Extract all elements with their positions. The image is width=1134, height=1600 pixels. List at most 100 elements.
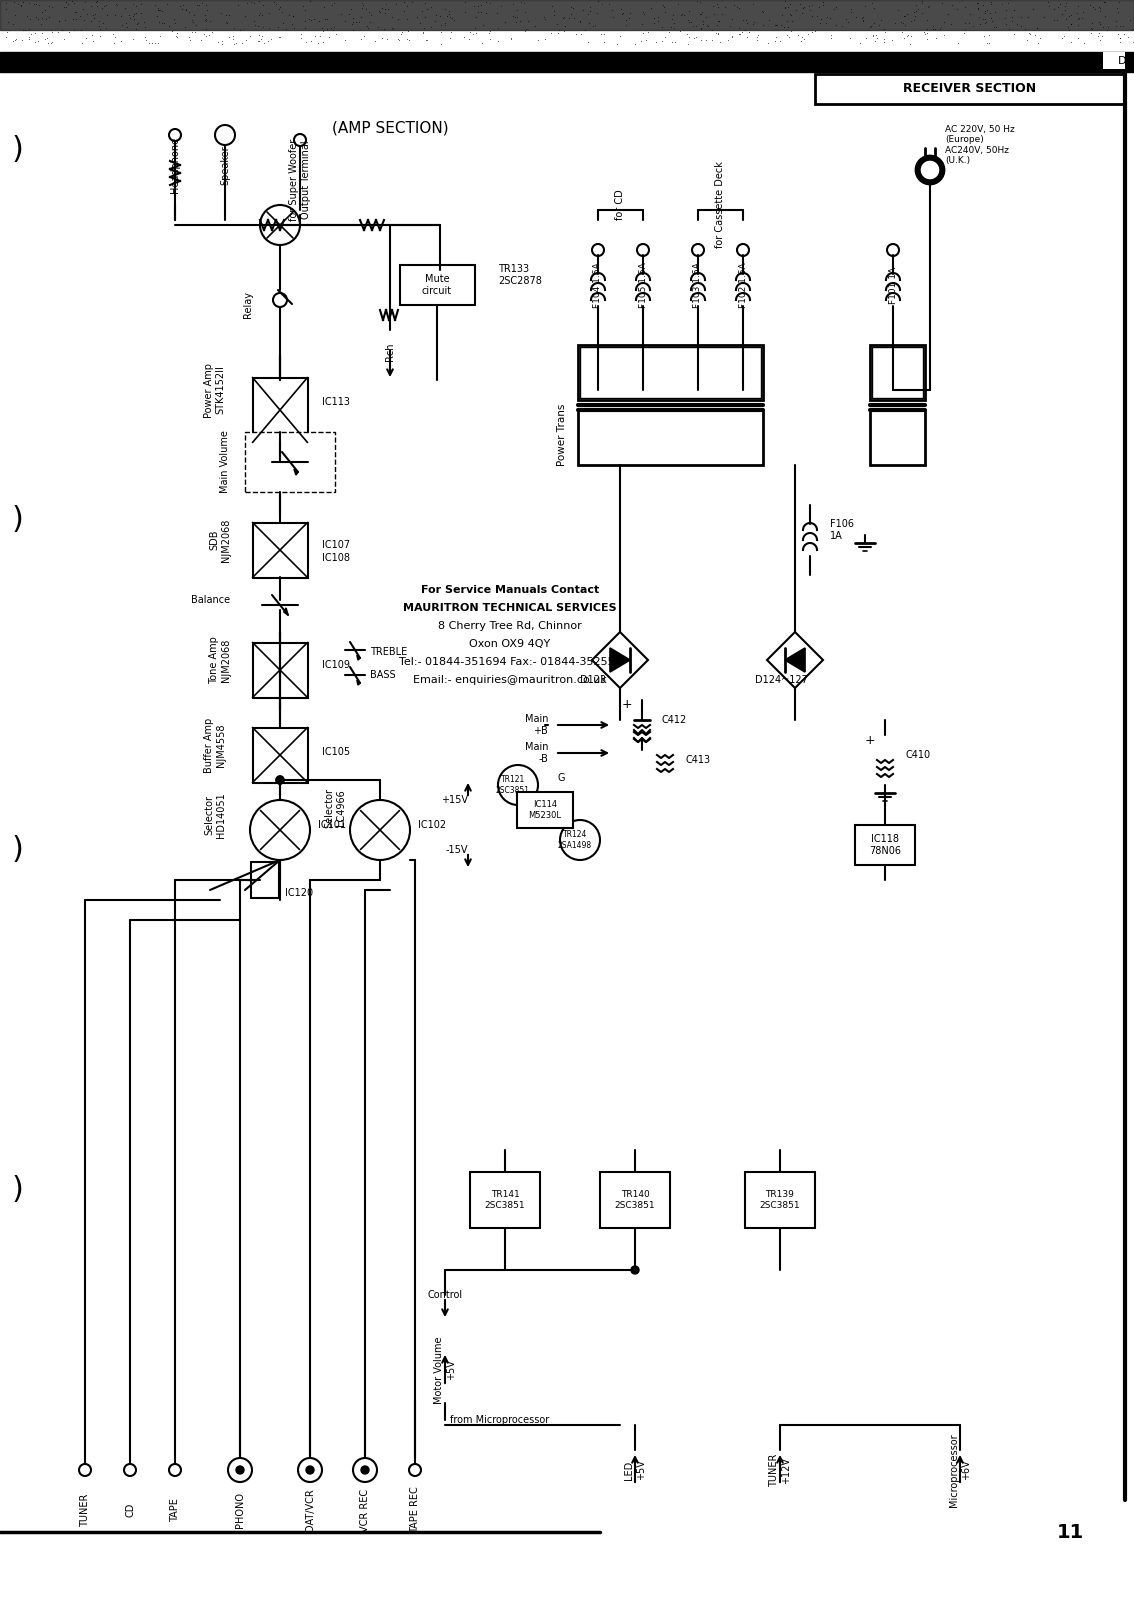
Polygon shape: [767, 632, 823, 688]
Bar: [469, 1171, 540, 1229]
Text: IC102: IC102: [418, 819, 446, 830]
Text: MAURITRON TECHNICAL SERVICES: MAURITRON TECHNICAL SERVICES: [404, 603, 617, 613]
Text: TR121
2SC3851: TR121 2SC3851: [496, 776, 530, 795]
Text: Headphone: Headphone: [170, 138, 180, 194]
Bar: [253, 378, 307, 443]
Circle shape: [361, 1466, 369, 1474]
Text: For Service Manuals Contact: For Service Manuals Contact: [421, 586, 599, 595]
Text: Selector
LC4966: Selector LC4966: [324, 787, 346, 829]
Text: TR140
2SC3851: TR140 2SC3851: [615, 1190, 655, 1210]
Text: IC120: IC120: [285, 888, 313, 898]
Circle shape: [228, 1458, 252, 1482]
Circle shape: [916, 157, 943, 184]
Text: ): ): [12, 506, 24, 534]
Text: IC109: IC109: [322, 659, 350, 670]
Bar: [870, 346, 925, 400]
Text: BASS: BASS: [370, 670, 396, 680]
Text: IC108: IC108: [322, 554, 350, 563]
Circle shape: [353, 1458, 376, 1482]
Text: Tel:- 01844-351694 Fax:- 01844-352554: Tel:- 01844-351694 Fax:- 01844-352554: [399, 658, 621, 667]
Text: SDB
NJM2068: SDB NJM2068: [209, 518, 231, 562]
Text: F103 1.6A: F103 1.6A: [694, 262, 702, 307]
Circle shape: [79, 1464, 91, 1475]
Polygon shape: [357, 680, 359, 685]
Polygon shape: [785, 648, 805, 672]
Bar: [870, 410, 925, 466]
Text: RECEIVER SECTION: RECEIVER SECTION: [904, 83, 1036, 96]
Text: F105 1.6A: F105 1.6A: [638, 262, 648, 307]
Text: TR141
2SC3851: TR141 2SC3851: [484, 1190, 525, 1210]
Text: Power Amp
STK4152II: Power Amp STK4152II: [204, 363, 226, 418]
Circle shape: [276, 776, 284, 784]
Text: Balance: Balance: [191, 595, 230, 605]
Text: TR124
2SA1498: TR124 2SA1498: [558, 830, 592, 850]
Polygon shape: [357, 654, 359, 659]
Polygon shape: [253, 864, 277, 896]
Text: Buffer Amp
NJM4558: Buffer Amp NJM4558: [204, 717, 226, 773]
Text: from Microprocessor: from Microprocessor: [450, 1414, 549, 1426]
Text: Motor Volume
+5V: Motor Volume +5V: [434, 1336, 456, 1403]
Text: AC 220V, 50 Hz
(Europe)
AC240V, 50Hz
(U.K.): AC 220V, 50 Hz (Europe) AC240V, 50Hz (U.…: [945, 125, 1015, 165]
Circle shape: [260, 205, 301, 245]
Text: F106
1A: F106 1A: [830, 518, 854, 541]
Text: -15V: -15V: [446, 845, 468, 854]
Text: CD: CD: [125, 1502, 135, 1517]
Circle shape: [298, 1458, 322, 1482]
Text: C410: C410: [905, 750, 930, 760]
Text: C413: C413: [685, 755, 710, 765]
Text: Tone Amp
NJM2068: Tone Amp NJM2068: [209, 637, 231, 683]
Circle shape: [592, 243, 604, 256]
Bar: [578, 410, 763, 466]
Circle shape: [306, 1466, 314, 1474]
Bar: [245, 432, 335, 493]
Bar: [815, 74, 1125, 104]
Circle shape: [124, 1464, 136, 1475]
Text: VCR REC: VCR REC: [359, 1488, 370, 1531]
Text: for CD: for CD: [615, 190, 625, 221]
Text: D-: D-: [1118, 56, 1131, 66]
Text: F102 1.6A: F102 1.6A: [738, 262, 747, 307]
Text: F101 1A: F101 1A: [889, 267, 897, 304]
Text: Control: Control: [428, 1290, 463, 1299]
Text: IC107: IC107: [322, 541, 350, 550]
Text: Rch: Rch: [386, 342, 395, 362]
Text: D124~127: D124~127: [755, 675, 807, 685]
Bar: [578, 346, 763, 400]
Circle shape: [236, 1466, 244, 1474]
Text: Relay: Relay: [243, 291, 253, 318]
Bar: [400, 266, 475, 306]
Text: Selector
HD14051: Selector HD14051: [204, 792, 226, 838]
Bar: [855, 826, 915, 866]
Text: D123: D123: [579, 675, 607, 685]
Text: TREBLE: TREBLE: [370, 646, 407, 658]
Text: IC113: IC113: [322, 397, 350, 406]
Text: C412: C412: [662, 715, 687, 725]
Bar: [253, 728, 307, 782]
Polygon shape: [284, 608, 288, 614]
Text: 11: 11: [1057, 1523, 1084, 1541]
Text: TAPE REC: TAPE REC: [411, 1486, 420, 1533]
Text: Mute
circuit: Mute circuit: [422, 274, 452, 296]
Text: Oxon OX9 4QY: Oxon OX9 4QY: [469, 638, 551, 650]
Text: for Super Woofer
Output Terminal: for Super Woofer Output Terminal: [289, 139, 311, 221]
Bar: [253, 523, 307, 578]
Text: F104 1.6A: F104 1.6A: [593, 262, 602, 307]
Bar: [517, 792, 573, 829]
Bar: [745, 1171, 815, 1229]
Text: Main
-B: Main -B: [525, 742, 548, 763]
Circle shape: [692, 243, 704, 256]
Bar: [872, 347, 923, 398]
Circle shape: [498, 765, 538, 805]
Bar: [1103, 51, 1125, 69]
Circle shape: [294, 134, 306, 146]
Circle shape: [215, 125, 235, 146]
Circle shape: [637, 243, 649, 256]
Text: ): ): [12, 1176, 24, 1205]
Text: TUNER: TUNER: [81, 1493, 90, 1526]
Circle shape: [409, 1464, 421, 1475]
Text: PHONO: PHONO: [235, 1491, 245, 1528]
Text: TAPE: TAPE: [170, 1498, 180, 1522]
Polygon shape: [294, 469, 298, 475]
Text: +15V: +15V: [441, 795, 468, 805]
Text: 8 Cherry Tree Rd, Chinnor: 8 Cherry Tree Rd, Chinnor: [438, 621, 582, 630]
